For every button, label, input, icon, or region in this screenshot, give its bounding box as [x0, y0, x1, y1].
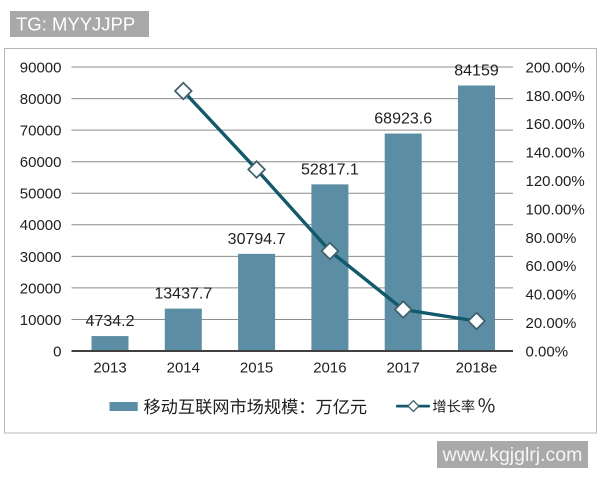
svg-text:13437.7: 13437.7 [154, 286, 212, 303]
svg-text:40000: 40000 [20, 217, 62, 234]
svg-text:20000: 20000 [20, 280, 62, 297]
svg-text:4734.2: 4734.2 [86, 313, 135, 330]
svg-text:30794.7: 30794.7 [228, 231, 286, 248]
svg-text:70000: 70000 [20, 123, 62, 140]
svg-text:60.00%: 60.00% [526, 258, 577, 275]
svg-text:0: 0 [53, 343, 61, 360]
svg-text:80000: 80000 [20, 91, 62, 108]
svg-text:180.00%: 180.00% [526, 88, 585, 105]
svg-text:2015: 2015 [240, 360, 273, 377]
svg-text:100.00%: 100.00% [526, 201, 585, 218]
svg-text:140.00%: 140.00% [526, 145, 585, 162]
svg-text:52817.1: 52817.1 [301, 161, 359, 178]
svg-text:www.kgjglrj.com: www.kgjglrj.com [442, 444, 583, 466]
svg-text:40.00%: 40.00% [526, 287, 577, 304]
svg-text:2013: 2013 [93, 360, 126, 377]
svg-text:30000: 30000 [20, 249, 62, 266]
svg-text:160.00%: 160.00% [526, 116, 585, 133]
svg-text:80.00%: 80.00% [526, 230, 577, 247]
svg-text:2018e: 2018e [456, 360, 498, 377]
svg-text:120.00%: 120.00% [526, 173, 585, 190]
svg-text:50000: 50000 [20, 186, 62, 203]
svg-text:TG: MYYJJPP: TG: MYYJJPP [16, 14, 135, 35]
svg-text:0.00%: 0.00% [526, 343, 569, 360]
svg-text:2016: 2016 [313, 360, 346, 377]
svg-text:90000: 90000 [20, 59, 62, 76]
svg-text:84159: 84159 [454, 62, 499, 79]
svg-text:10000: 10000 [20, 312, 62, 329]
svg-text:2017: 2017 [387, 360, 420, 377]
svg-text:200.00%: 200.00% [526, 59, 585, 76]
svg-text:2014: 2014 [167, 360, 200, 377]
svg-text:68923.6: 68923.6 [374, 111, 432, 128]
svg-text:20.00%: 20.00% [526, 315, 577, 332]
svg-text:60000: 60000 [20, 154, 62, 171]
